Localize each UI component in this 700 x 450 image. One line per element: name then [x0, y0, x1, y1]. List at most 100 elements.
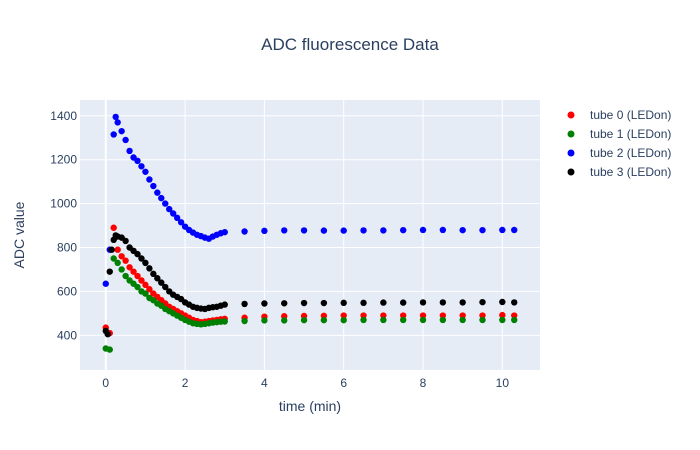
data-point [320, 316, 328, 324]
data-point [479, 316, 486, 324]
data-point [162, 283, 169, 291]
data-point [126, 264, 133, 271]
data-point [300, 316, 308, 324]
data-point [118, 253, 125, 260]
data-point [261, 300, 268, 307]
data-point [479, 226, 486, 234]
y-tick-label: 400 [57, 328, 77, 342]
data-point [118, 266, 125, 273]
data-point [419, 299, 427, 306]
data-point [110, 224, 117, 231]
x-axis-title: time (min) [279, 398, 341, 414]
x-tick-label: 8 [420, 376, 427, 390]
data-point [399, 299, 407, 306]
data-point [380, 299, 387, 306]
data-point [360, 316, 367, 324]
data-point [158, 279, 165, 286]
data-point [134, 283, 141, 291]
data-point [511, 316, 518, 324]
data-point [459, 226, 466, 234]
x-tick-label: 4 [261, 376, 268, 390]
data-point [439, 299, 447, 306]
x-tick-label: 10 [496, 376, 510, 390]
legend: tube 0 (LEDon) tube 1 (LEDon) tube 2 (LEDo… [567, 108, 671, 179]
data-point [360, 227, 367, 234]
data-point [399, 316, 407, 324]
legend-label: tube 1 (LEDon) [590, 127, 671, 141]
data-point [499, 298, 506, 306]
data-point [162, 200, 169, 207]
y-tick-labels: 400 600 800 1000 1200 1400 [50, 109, 77, 343]
data-point [110, 131, 117, 138]
x-tick-label: 0 [102, 376, 109, 390]
data-point [419, 316, 427, 324]
data-point [146, 176, 153, 183]
series-tube-3 [102, 232, 518, 338]
data-point [122, 272, 129, 280]
data-point [134, 157, 141, 165]
data-point [106, 346, 113, 353]
data-point [108, 246, 115, 253]
data-point [138, 163, 145, 170]
data-point [138, 277, 145, 284]
data-point [118, 127, 125, 135]
legend-label: tube 2 (LEDon) [590, 146, 671, 160]
data-point [134, 250, 141, 258]
gridlines [80, 100, 540, 370]
data-point [261, 317, 268, 324]
data-point [340, 299, 347, 307]
legend-label: tube 0 (LEDon) [590, 108, 671, 122]
data-point [439, 312, 447, 319]
data-point [142, 281, 149, 289]
data-point [173, 214, 181, 222]
data-point [261, 227, 268, 235]
x-tick-labels: 0 2 4 6 8 10 [102, 376, 509, 390]
data-point [399, 226, 407, 234]
data-point [221, 318, 228, 325]
data-point [459, 316, 466, 324]
data-point [154, 189, 161, 196]
data-point [154, 275, 161, 282]
data-point [360, 312, 367, 319]
data-point [511, 226, 518, 234]
x-tick-label: 2 [182, 376, 189, 390]
data-points [102, 113, 518, 353]
data-point [138, 255, 145, 262]
data-point [281, 317, 288, 324]
data-point [419, 312, 427, 319]
data-point [419, 226, 427, 234]
data-point [122, 257, 129, 264]
y-tick-label: 800 [57, 241, 77, 255]
data-point [499, 311, 506, 319]
series-tube-1 [102, 255, 518, 353]
legend-label: tube 3 (LEDon) [590, 165, 671, 179]
y-tick-label: 1200 [50, 153, 77, 167]
data-point [511, 299, 518, 306]
data-point [177, 219, 185, 226]
data-point [281, 300, 288, 307]
data-point [380, 227, 387, 234]
data-point [340, 316, 347, 324]
data-point [241, 300, 248, 308]
data-point [320, 299, 328, 307]
plot-area [80, 100, 540, 370]
data-point [439, 316, 447, 324]
legend-marker [567, 168, 575, 176]
data-point [150, 182, 157, 190]
data-point [399, 312, 407, 319]
data-point [158, 194, 165, 202]
data-point [122, 237, 129, 245]
data-point [479, 298, 486, 306]
x-tick-label: 6 [340, 376, 347, 390]
y-tick-label: 1000 [50, 197, 77, 211]
data-point [340, 227, 347, 234]
data-point [320, 312, 328, 319]
data-point [134, 272, 141, 280]
data-point [106, 268, 113, 275]
data-point [300, 227, 308, 234]
y-tick-label: 600 [57, 284, 77, 298]
data-point [241, 228, 248, 235]
legend-marker [567, 130, 575, 138]
data-point [459, 299, 466, 306]
data-point [169, 210, 177, 217]
